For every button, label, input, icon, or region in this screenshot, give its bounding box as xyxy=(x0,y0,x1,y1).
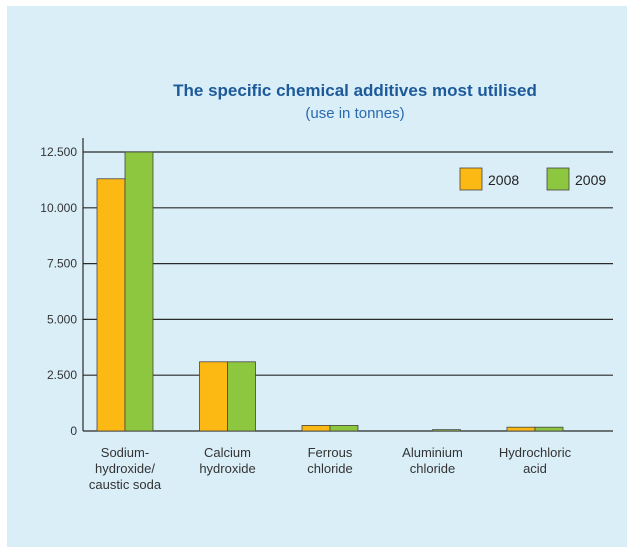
x-category-label: Ferrous chloride xyxy=(307,445,353,476)
bar-2009 xyxy=(534,426,564,432)
bar-2009 xyxy=(227,361,256,432)
bar-2008 xyxy=(96,178,126,432)
legend-swatch-2009 xyxy=(546,167,570,191)
x-category-label: Sodium-hydroxide/caustic soda xyxy=(89,445,162,492)
y-tick-label: 12.500 xyxy=(40,145,77,159)
y-tick-label: 5.000 xyxy=(47,312,77,326)
bar-2009 xyxy=(432,429,461,432)
y-tick-label: 7.500 xyxy=(47,257,77,271)
bar-2008 xyxy=(301,425,331,432)
bar-2009 xyxy=(329,425,359,432)
y-tick-label: 0 xyxy=(70,424,77,438)
bar-2008 xyxy=(199,361,228,432)
bar-chart: The specific chemical additives most uti… xyxy=(40,81,613,492)
bar-2008 xyxy=(506,426,536,432)
bar-2009 xyxy=(124,151,154,432)
grid-layer: 0 2.500 5.000 7.500 10.000 12.500 xyxy=(40,138,613,438)
legend-label-2009: 2009 xyxy=(575,172,606,188)
x-category-label: Calcium hydroxide xyxy=(199,445,255,476)
chart-title: The specific chemical additives most uti… xyxy=(173,81,537,100)
legend: 2008 2009 xyxy=(459,167,606,191)
category-labels: Sodium-hydroxide/caustic soda Calcium hydr… xyxy=(89,445,572,492)
x-category-label: Aluminium chloride xyxy=(402,445,463,476)
bars-layer xyxy=(96,151,564,432)
x-category-label: Hydrochloric acid xyxy=(499,445,572,476)
y-tick-label: 2.500 xyxy=(47,368,77,382)
chart-figure: The specific chemical additives most uti… xyxy=(7,6,627,547)
y-tick-label: 10.000 xyxy=(40,201,77,215)
legend-label-2008: 2008 xyxy=(488,172,519,188)
chart-subtitle: (use in tonnes) xyxy=(305,105,404,122)
legend-swatch-2008 xyxy=(459,167,483,191)
